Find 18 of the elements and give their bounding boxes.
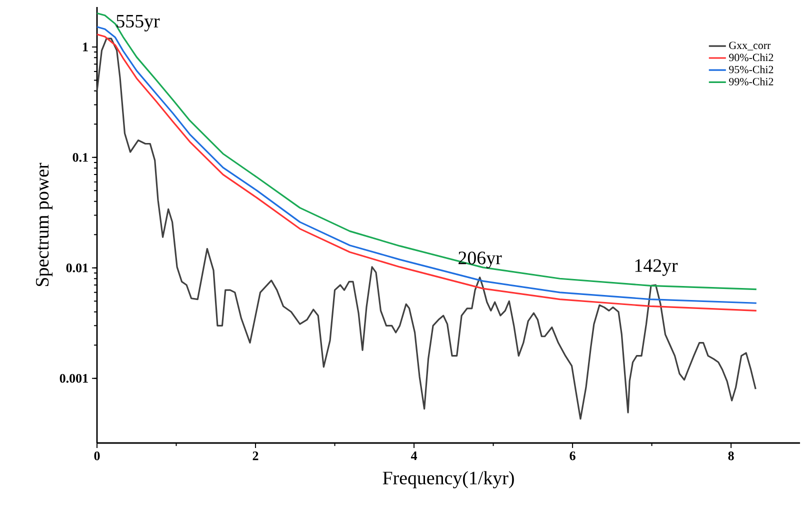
x-tick-label: 8 bbox=[728, 451, 734, 460]
x-tick-label: 0 bbox=[94, 451, 100, 460]
y-tick-label: 0.1 bbox=[72, 153, 88, 162]
y-tick-label: 0.01 bbox=[66, 264, 88, 272]
y-axis-title: Spectrum power bbox=[36, 162, 53, 286]
y-tick-label: 0.001 bbox=[60, 374, 88, 383]
annotation: 142yr bbox=[635, 259, 678, 276]
x-tick-label: 4 bbox=[410, 451, 418, 460]
x-tick-label: 2 bbox=[252, 451, 258, 460]
x-axis-title: Frequency(1/kyr) bbox=[382, 471, 514, 488]
x-tick-label: 6 bbox=[570, 451, 576, 460]
y-tick-label: 1 bbox=[83, 42, 88, 52]
legend-label: 95%-Chi2 bbox=[729, 66, 774, 74]
legend-label: Gxx_corr bbox=[729, 42, 771, 50]
legend-label: 99%-Chi2 bbox=[729, 78, 774, 86]
legend-label: 90%-Chi2 bbox=[729, 53, 774, 62]
annotation: 555yr bbox=[116, 14, 160, 32]
annotation: 206yr bbox=[458, 252, 502, 268]
